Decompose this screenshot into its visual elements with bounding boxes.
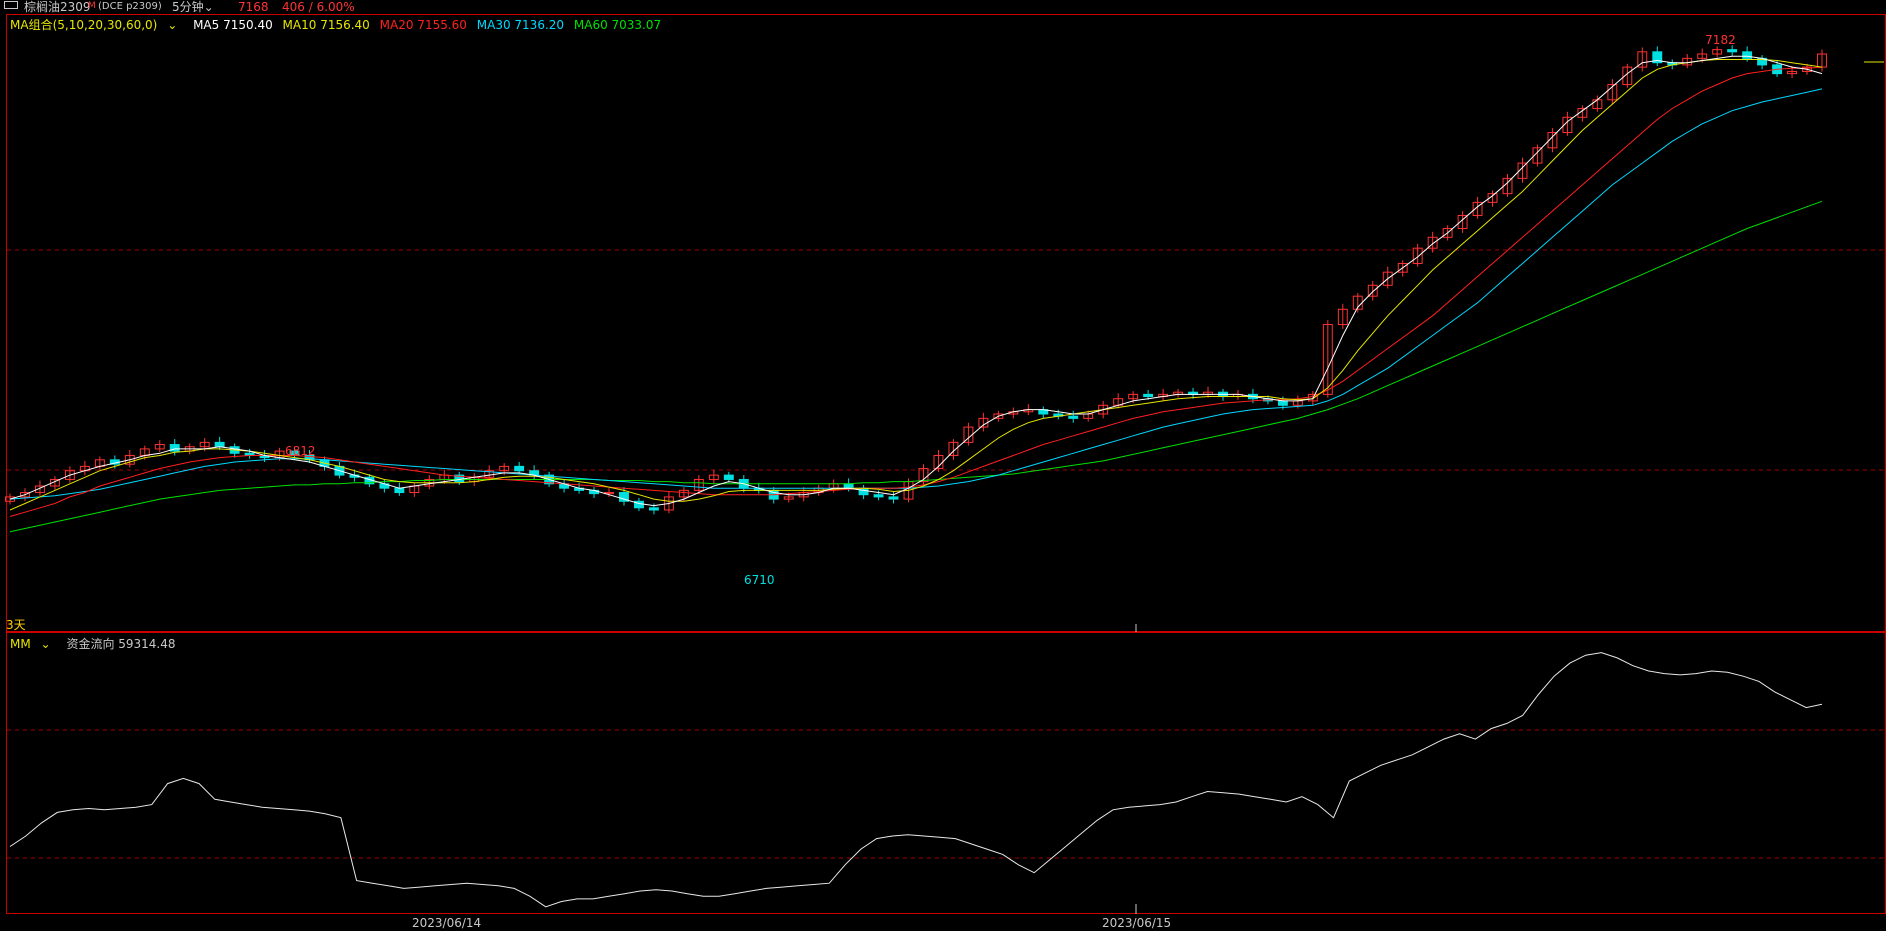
window-icon[interactable] <box>4 1 18 9</box>
price-change: 406 / 6.00% <box>282 0 355 14</box>
candle-body <box>708 474 719 480</box>
ma30-line <box>9 88 1823 500</box>
ma10-label: MA10 7156.40 <box>282 18 370 32</box>
candle-body <box>1697 53 1708 59</box>
candle-body <box>1712 49 1723 55</box>
candle-body <box>1098 404 1109 415</box>
candle-body <box>1277 400 1288 406</box>
mid-high-annotation: 6812 <box>285 444 316 458</box>
chevron-down-icon: ⌄ <box>203 0 214 14</box>
period-label: 5分钟 <box>172 0 204 14</box>
instrument-name: 棕榈油2309 <box>24 0 91 14</box>
candle-body <box>723 474 734 480</box>
ma-legend: MA组合(5,10,20,30,60,0) ⌄ MA5 7150.40 MA10… <box>10 16 667 33</box>
candle-body <box>1442 228 1453 238</box>
candle-body <box>1427 236 1438 249</box>
money-flow-line <box>9 652 1823 908</box>
candle-body <box>648 507 659 511</box>
candle-body <box>1607 84 1618 101</box>
candle-body <box>1577 108 1588 118</box>
candle-body <box>64 470 75 480</box>
candle-body <box>154 444 165 450</box>
period-selector[interactable]: 5分钟⌄ <box>172 0 214 14</box>
mm-legend: MM ⌄ 资金流向 59314.48 <box>10 635 182 652</box>
date-label-2: 2023/06/15 <box>1102 916 1172 930</box>
instrument-code: (DCE p2309) <box>98 1 162 12</box>
candle-body <box>514 465 525 472</box>
candle-body <box>1637 51 1648 68</box>
scale-label: 3天 <box>6 618 26 632</box>
candle-body <box>169 444 180 452</box>
date-label-1: 2023/06/14 <box>412 916 482 930</box>
candle-body <box>783 496 794 500</box>
ma60-line <box>9 200 1823 533</box>
candle-body <box>1532 147 1543 164</box>
candle-body <box>693 478 704 491</box>
candle-body <box>124 454 135 465</box>
candle-body <box>49 478 60 487</box>
last-price: 7168 <box>238 0 269 14</box>
ma5-label: MA5 7150.40 <box>193 18 273 32</box>
candle-body <box>619 492 629 502</box>
ma30-label: MA30 7136.20 <box>476 18 565 32</box>
candle-body <box>873 494 884 498</box>
candle-body <box>1802 66 1812 72</box>
candle-body <box>1457 214 1468 230</box>
candle-body <box>1412 247 1423 264</box>
candle-body <box>1397 262 1408 273</box>
mm-name: MM <box>10 637 31 651</box>
candle-body <box>34 485 45 494</box>
ma20-label: MA20 7155.60 <box>379 18 467 32</box>
candle-body <box>1472 201 1483 216</box>
candle-body <box>678 489 689 498</box>
low-annotation: 6710 <box>744 573 775 587</box>
candle-body <box>843 483 854 489</box>
ma10-line <box>9 59 1823 511</box>
ma-group-label: MA组合(5,10,20,30,60,0) <box>10 18 158 32</box>
chevron-down-icon: ⌄ <box>40 637 51 651</box>
candle-body <box>1727 49 1738 53</box>
candle-body <box>1382 271 1393 286</box>
ma20-line <box>9 66 1823 517</box>
candle-body <box>948 441 959 456</box>
ma60-label: MA60 7033.07 <box>573 18 662 32</box>
candle-body <box>1547 132 1558 149</box>
candle-body <box>214 441 225 448</box>
title-bar: 棕榈油2309 M (DCE p2309) 5分钟⌄ 7168 406 / 6.… <box>0 0 1886 14</box>
candle-body <box>20 492 30 498</box>
candle-body <box>888 496 899 500</box>
candle-body <box>1562 116 1573 134</box>
candle-body <box>1143 393 1154 398</box>
chevron-down-icon: ⌄ <box>167 18 178 32</box>
candle-body <box>199 441 210 448</box>
candle-body <box>1622 66 1633 86</box>
candle-body <box>1068 415 1079 419</box>
candle-body <box>394 487 405 494</box>
candle-body <box>1337 308 1348 326</box>
candle-body <box>499 465 510 472</box>
candle-body <box>1652 51 1663 64</box>
candle-body <box>1787 70 1798 75</box>
mm-selector[interactable]: MM ⌄ <box>10 637 57 651</box>
candle-body <box>1487 193 1498 203</box>
main-contract-flag: M <box>88 1 96 11</box>
mm-value-label: 资金流向 59314.48 <box>66 637 176 651</box>
high-annotation: 7182 <box>1705 33 1736 47</box>
candle-body <box>1517 162 1528 179</box>
candle-body <box>858 487 869 496</box>
ma5-line <box>9 55 1823 507</box>
candle-body <box>1367 284 1378 297</box>
ma-group-selector[interactable]: MA组合(5,10,20,30,60,0) ⌄ <box>10 18 183 32</box>
candle-body <box>993 413 1004 419</box>
candle-body <box>1742 51 1753 59</box>
candle-body <box>663 496 674 511</box>
candle-body <box>1128 393 1139 400</box>
